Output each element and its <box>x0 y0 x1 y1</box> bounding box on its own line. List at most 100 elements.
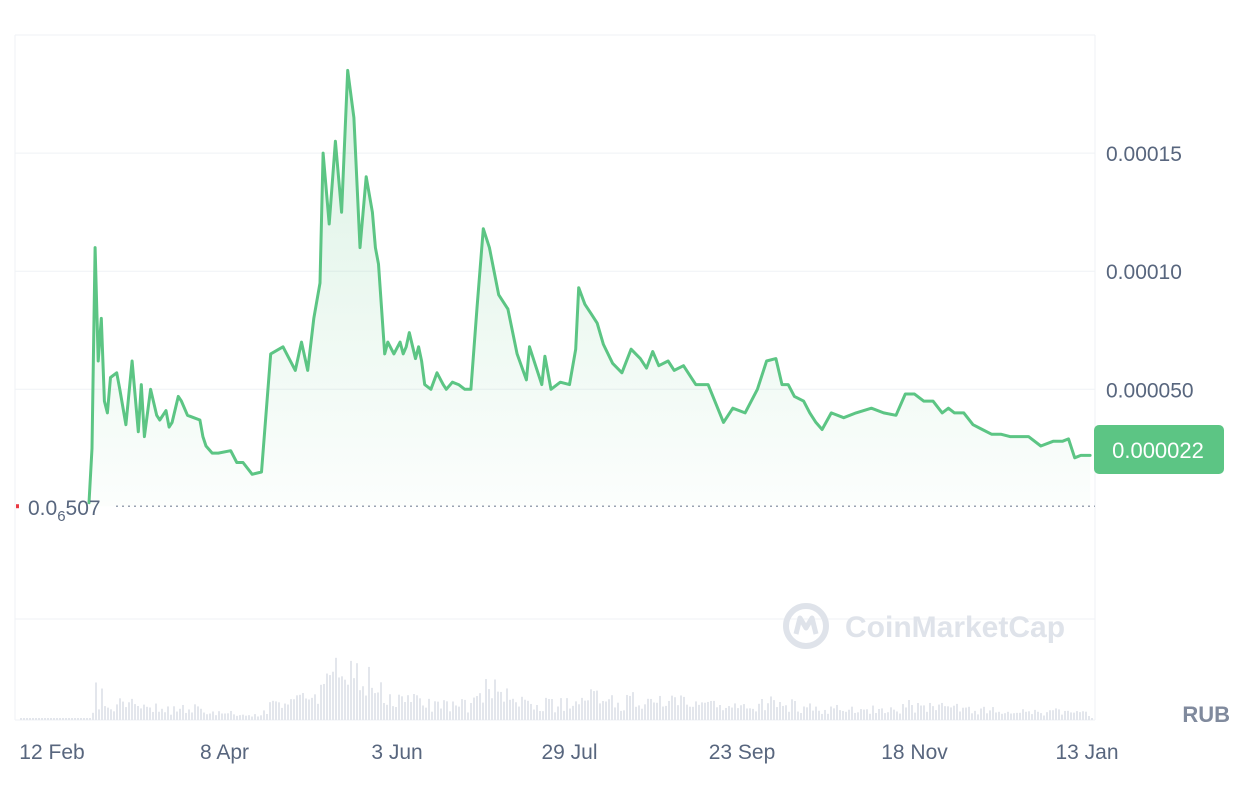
volume-bar <box>290 699 292 720</box>
volume-bar <box>644 704 646 720</box>
volume-bar <box>650 698 652 720</box>
volume-bar <box>563 710 565 720</box>
volume-bar <box>173 706 175 720</box>
volume-bar <box>389 694 391 720</box>
volume-bar <box>788 711 790 720</box>
volume-bar <box>1019 712 1021 720</box>
volume-bar <box>191 712 193 720</box>
volume-bar <box>479 693 481 720</box>
volume-bar <box>764 710 766 720</box>
volume-bar <box>107 707 109 720</box>
volume-bar <box>245 715 247 720</box>
volume-bar <box>314 694 316 720</box>
volume-bar <box>917 703 919 720</box>
volume-bar <box>68 718 70 720</box>
volume-bar <box>74 718 76 720</box>
volume-bar <box>50 718 52 720</box>
volume-layer <box>20 657 1093 720</box>
volume-bar <box>692 706 694 720</box>
volume-bar <box>794 700 796 720</box>
volume-bar <box>719 704 721 720</box>
volume-bar <box>866 709 868 720</box>
volume-bar <box>1013 713 1015 720</box>
volume-bar <box>935 710 937 720</box>
x-tick-label: 18 Nov <box>881 741 948 764</box>
volume-bar <box>536 705 538 720</box>
volume-bar <box>62 718 64 720</box>
currency-label: RUB <box>1182 702 1230 727</box>
volume-bar <box>602 701 604 720</box>
volume-bar <box>530 703 532 720</box>
volume-bar <box>1025 711 1027 720</box>
volume-bar <box>533 709 535 720</box>
volume-bar <box>1070 712 1072 720</box>
volume-bar <box>926 711 928 720</box>
volume-bar <box>116 704 118 720</box>
volume-bar <box>710 700 712 720</box>
volume-bar <box>830 706 832 720</box>
volume-bar <box>698 704 700 720</box>
volume-bar <box>170 714 172 720</box>
volume-bar <box>80 718 82 720</box>
volume-bar <box>323 683 325 720</box>
volume-bar <box>1031 714 1033 720</box>
volume-bar <box>494 679 496 720</box>
volume-bar <box>149 707 151 720</box>
volume-bar <box>839 710 841 720</box>
volume-bar <box>617 702 619 720</box>
volume-bar <box>791 699 793 720</box>
volume-bar <box>611 695 613 720</box>
volume-bar <box>152 711 154 720</box>
volume-bar <box>482 702 484 720</box>
volume-bar <box>521 696 523 720</box>
volume-bar <box>419 698 421 720</box>
volume-bar <box>182 704 184 720</box>
volume-bar <box>188 709 190 720</box>
volume-bar <box>305 698 307 720</box>
volume-bar <box>95 682 97 720</box>
volume-bar <box>488 689 490 720</box>
volume-bar <box>1040 713 1042 720</box>
volume-bar <box>506 688 508 720</box>
volume-bar <box>140 708 142 720</box>
volume-bar <box>176 711 178 720</box>
volume-bar <box>260 715 262 720</box>
volume-bar <box>1064 710 1066 720</box>
volume-bar <box>527 700 529 720</box>
volume-bar <box>227 713 229 720</box>
volume-bar <box>209 713 211 720</box>
volume-bar <box>806 707 808 720</box>
volume-bar <box>605 701 607 720</box>
volume-bar <box>428 698 430 720</box>
volume-bar <box>167 706 169 720</box>
price-line <box>87 68 1092 505</box>
baseline-price-label: 0.06507 <box>28 497 101 525</box>
volume-bar <box>32 718 34 720</box>
volume-bar <box>206 714 208 720</box>
volume-bar <box>896 711 898 720</box>
volume-bar <box>203 712 205 720</box>
volume-bar <box>887 712 889 720</box>
volume-bar <box>815 706 817 720</box>
volume-bar <box>236 715 238 720</box>
volume-bar <box>353 678 355 720</box>
volume-bar <box>635 706 637 720</box>
volume-bar <box>185 712 187 720</box>
volume-bar <box>911 705 913 720</box>
volume-bar <box>716 707 718 720</box>
volume-bar <box>593 691 595 720</box>
volume-bar <box>1046 712 1048 720</box>
volume-bar <box>860 709 862 720</box>
volume-bar <box>1088 716 1090 720</box>
volume-bar <box>620 710 622 720</box>
volume-bar <box>746 708 748 720</box>
volume-bar <box>554 712 556 720</box>
volume-bar <box>1010 713 1012 720</box>
volume-bar <box>857 712 859 720</box>
volume-bar <box>905 707 907 720</box>
volume-bar <box>707 701 709 720</box>
volume-bar <box>1082 711 1084 720</box>
volume-bar <box>668 700 670 720</box>
volume-bar <box>629 695 631 720</box>
volume-bar <box>1007 711 1009 720</box>
